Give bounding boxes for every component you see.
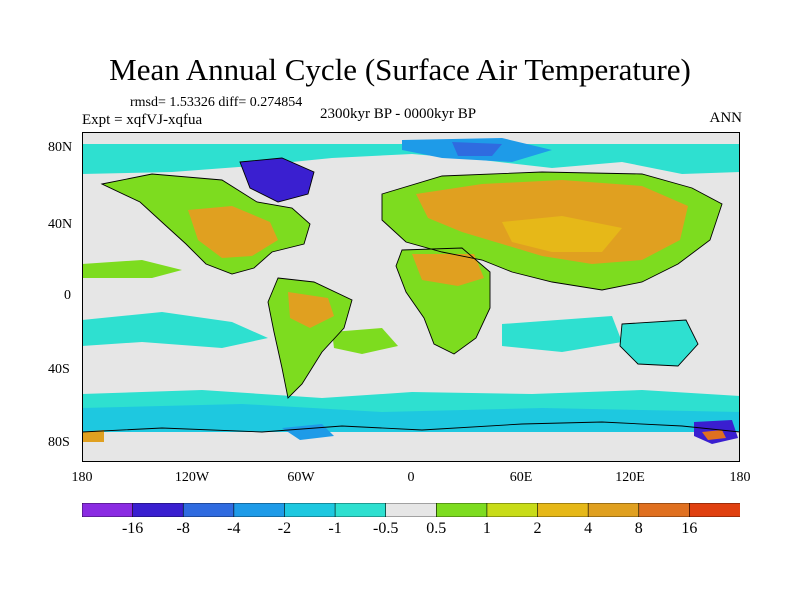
lon-label-0: 0 [407,470,415,485]
colorbar-label: 0.5 [426,520,447,537]
colorbar-swatch [436,503,488,517]
south-pacific-cool-band [82,312,268,348]
greenland-cold [240,158,314,202]
lon-label-120w: 120W [174,470,210,485]
colorbar-swatch [334,503,387,517]
map-frame [82,132,740,462]
coastlines [82,157,740,433]
colorbar-label: -1 [328,520,342,537]
colorbar-swatch [284,503,336,517]
colorbar-label: -0.5 [373,520,399,537]
rmsd-diff-stats: rmsd= 1.53326 diff= 0.274854 [130,95,303,110]
colorbar-label: -16 [121,520,144,537]
colorbar-label: 2 [533,520,542,537]
asia-mid [502,216,622,252]
antarctica-neutral [82,432,740,462]
temperature-anomaly-map [82,132,740,462]
colorbar [82,503,740,517]
colorbar-swatch [82,503,134,517]
colorbar-swatch [486,503,539,517]
amundsen-warm [82,430,104,442]
south-indian-cool-band [502,316,622,352]
barents-cold [452,142,502,156]
ross-sea-warm [702,430,726,440]
colorbar-swatch [385,503,437,517]
sahara-hot [412,254,484,286]
colorbar-label: 8 [634,520,643,537]
north-america-hot [188,206,278,258]
colorbar-label: -2 [277,520,292,537]
southern-ocean-cooler [82,404,740,432]
lon-label-180e: 180 [729,470,751,485]
experiment-label: Expt = xqfVJ-xqfua [82,112,203,128]
lat-label-40n: 40N [48,217,73,232]
lat-label-0: 0 [64,288,71,303]
colorbar-swatch [689,503,740,517]
lon-label-60w: 60W [287,470,315,485]
colorbar-swatch [587,503,640,517]
colorbar-label: 1 [482,520,491,537]
lon-label-60e: 60E [509,470,533,485]
south-america-hot [288,292,334,328]
south-atlantic-warm [332,328,398,354]
australia-cool [620,320,698,366]
colorbar-label: 4 [584,520,593,537]
colorbar-swatch [182,503,235,517]
lat-label-40s: 40S [48,362,70,377]
north-pacific-warm [82,260,182,278]
lon-label-180w: 180 [71,470,93,485]
season-label: ANN [709,110,743,126]
map-title: Mean Annual Cycle (Surface Air Temperatu… [109,52,691,87]
colorbar-swatch [233,503,286,517]
lon-label-120e: 120E [615,470,645,485]
colorbar-label: -8 [176,520,190,537]
lat-label-80n: 80N [48,140,73,155]
colorbar-label: 16 [681,520,698,537]
colorbar-swatch [537,503,589,517]
period-label: 2300kyr BP - 0000kyr BP [320,106,477,122]
colorbar-label: -4 [227,520,241,537]
arctic-cool-band [82,144,740,174]
colorbar-swatch [638,503,690,517]
colorbar-swatch [132,503,184,517]
lat-label-80s: 80S [48,435,70,450]
